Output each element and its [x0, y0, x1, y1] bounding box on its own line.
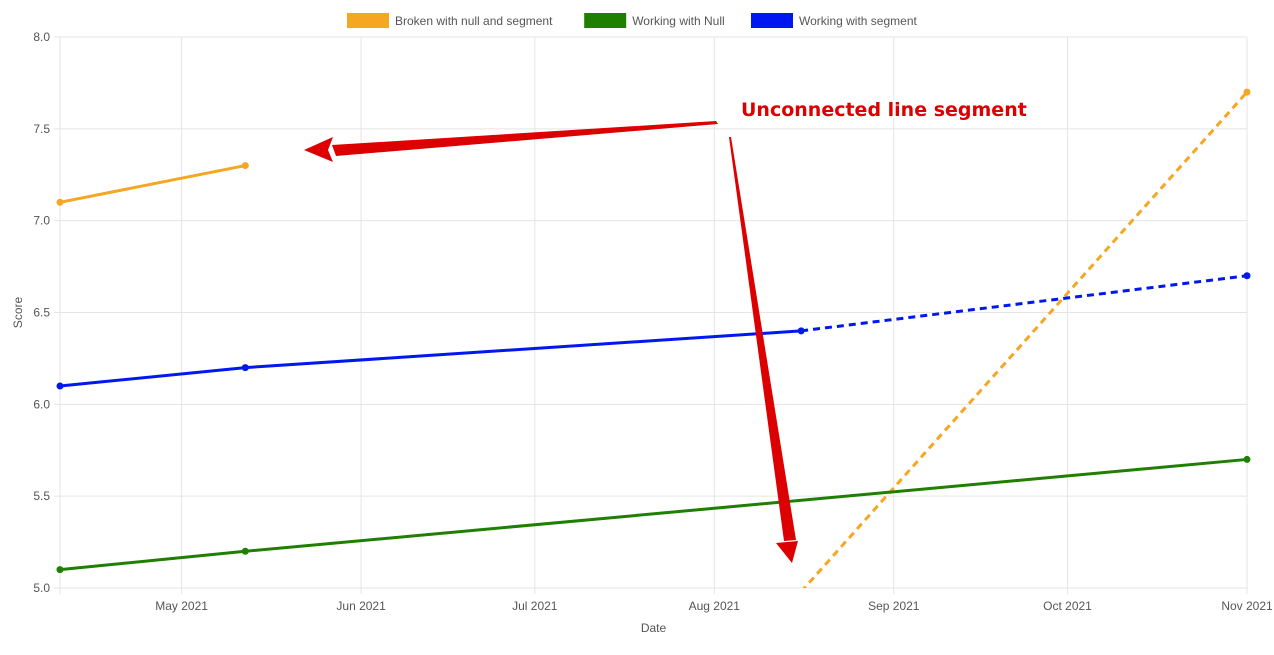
x-tick-label: May 2021	[155, 599, 208, 613]
legend-label: Working with segment	[799, 14, 917, 28]
annotation: Unconnected line segment	[304, 98, 1028, 563]
y-tick-label: 6.0	[33, 397, 50, 411]
data-point	[56, 382, 64, 390]
x-tick-label: Jul 2021	[512, 599, 558, 613]
data-point	[241, 162, 249, 170]
legend-label: Broken with null and segment	[395, 14, 553, 28]
y-tick-label: 6.5	[33, 306, 50, 320]
legend-label: Working with Null	[632, 14, 724, 28]
x-tick-label: Aug 2021	[689, 599, 741, 613]
y-tick-label: 8.0	[33, 30, 50, 44]
data-point	[56, 198, 64, 206]
x-tick-label: Nov 2021	[1221, 599, 1273, 613]
legend-swatch	[347, 13, 389, 28]
legend-swatch	[584, 13, 627, 28]
grid	[54, 36, 1248, 594]
y-tick-label: 5.0	[33, 581, 50, 595]
data-point	[241, 364, 249, 372]
legend: Broken with null and segment Working with…	[347, 13, 917, 28]
series-segment	[245, 457, 1248, 553]
y-tick-label: 5.5	[33, 489, 50, 503]
y-tick-label: 7.0	[33, 214, 50, 228]
annotation-arrow-head	[304, 137, 333, 162]
data-point	[1243, 272, 1251, 280]
x-axis-title: Date	[641, 621, 667, 635]
series-lines	[56, 88, 1251, 588]
x-tick-label: Sep 2021	[868, 599, 920, 613]
x-tick-label: Jun 2021	[336, 599, 386, 613]
series-segment	[59, 164, 246, 204]
x-tick-label: Oct 2021	[1043, 599, 1092, 613]
y-axis-title: Score	[11, 297, 25, 329]
series-segment	[59, 549, 246, 572]
data-point	[797, 327, 805, 335]
data-point	[241, 547, 249, 555]
annotation-arrow-shaft	[332, 121, 718, 156]
legend-swatch	[751, 13, 793, 28]
data-point	[1243, 455, 1251, 463]
series-segment	[802, 91, 1249, 588]
series-segment	[800, 274, 1248, 333]
y-tick-label: 7.5	[33, 122, 50, 136]
series-segment	[245, 329, 802, 370]
annotation-arrow-shaft	[729, 137, 796, 541]
data-point	[56, 566, 64, 574]
annotation-arrow-head	[776, 541, 798, 563]
annotation-text: Unconnected line segment	[741, 99, 1027, 121]
axes: 5.0 5.5 6.0 6.5 7.0 7.5 8.0 May 2021 Jun 2021 Jul…	[11, 30, 1273, 635]
series-segment	[59, 366, 246, 388]
data-point	[1243, 88, 1251, 96]
